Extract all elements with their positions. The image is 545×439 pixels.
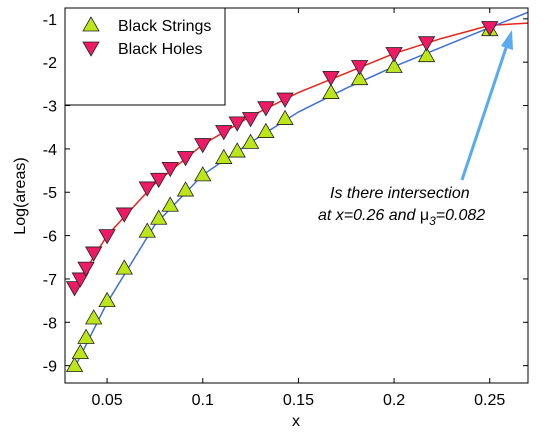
marker bbox=[241, 133, 260, 149]
legend-label: Black Holes bbox=[118, 41, 202, 58]
marker bbox=[276, 92, 294, 108]
y-tick-label: -2 bbox=[43, 55, 57, 72]
y-tick-label: -7 bbox=[43, 272, 57, 289]
marker bbox=[85, 246, 103, 262]
marker bbox=[77, 261, 95, 277]
marker bbox=[276, 109, 294, 125]
y-tick-label: -6 bbox=[43, 229, 57, 246]
marker bbox=[115, 259, 133, 275]
marker bbox=[161, 196, 179, 212]
legend-marker bbox=[82, 41, 100, 57]
marker bbox=[215, 148, 233, 164]
marker bbox=[77, 328, 95, 344]
marker bbox=[176, 181, 195, 197]
marker bbox=[85, 309, 103, 325]
y-tick-label: -1 bbox=[43, 12, 57, 29]
marker bbox=[417, 36, 436, 52]
marker bbox=[350, 69, 369, 86]
annotation-mu: μ bbox=[420, 207, 429, 224]
marker bbox=[215, 125, 233, 141]
marker bbox=[417, 46, 436, 63]
annotation-text: at x=0.26 and bbox=[318, 207, 420, 224]
annotation-sub: 3 bbox=[429, 214, 436, 228]
marker bbox=[138, 181, 156, 197]
marker bbox=[71, 272, 89, 288]
y-tick-label: -8 bbox=[43, 315, 57, 332]
marker bbox=[385, 57, 403, 73]
marker bbox=[228, 116, 246, 132]
fit-curve bbox=[73, 22, 529, 289]
marker bbox=[241, 112, 260, 128]
annotation: at x=0.26 and μ3=0.082 bbox=[318, 207, 485, 228]
marker bbox=[161, 162, 179, 178]
marker bbox=[71, 343, 89, 360]
arrow bbox=[460, 41, 510, 181]
annotation: Is there intersection bbox=[330, 185, 470, 202]
marker bbox=[194, 166, 212, 182]
marker bbox=[65, 356, 84, 373]
x-tick-label: 0.15 bbox=[283, 392, 314, 409]
marker bbox=[98, 229, 116, 245]
x-axis-label: x bbox=[292, 413, 300, 430]
marker bbox=[176, 151, 195, 167]
marker bbox=[350, 60, 369, 76]
marker bbox=[322, 83, 340, 99]
fit-curve bbox=[73, 11, 529, 369]
legend-marker bbox=[82, 16, 100, 32]
legend: Black Strings Black Holes bbox=[64, 7, 226, 106]
marker bbox=[194, 138, 212, 154]
axes-box bbox=[64, 7, 529, 384]
arrow-head bbox=[501, 30, 513, 50]
y-axis-label: Log(areas) bbox=[12, 157, 29, 234]
marker bbox=[481, 21, 499, 37]
marker bbox=[115, 207, 133, 223]
y-tick-label: -5 bbox=[43, 185, 57, 202]
y-tick-label: -3 bbox=[43, 99, 57, 116]
marker bbox=[228, 142, 246, 158]
y-tick-label: -9 bbox=[43, 359, 57, 376]
x-tick-label: 0.2 bbox=[383, 392, 405, 409]
x-tick-label: 0.25 bbox=[474, 392, 505, 409]
x-tick-label: 0.1 bbox=[192, 392, 214, 409]
marker bbox=[150, 209, 168, 225]
annotation-text: =0.082 bbox=[436, 207, 485, 224]
marker bbox=[322, 70, 340, 87]
marker bbox=[98, 291, 116, 308]
marker bbox=[150, 172, 168, 189]
marker bbox=[257, 101, 275, 117]
marker bbox=[65, 281, 84, 297]
y-tick-label: -4 bbox=[43, 142, 57, 159]
marker bbox=[138, 222, 156, 238]
marker bbox=[257, 122, 275, 138]
plot: 0.05 0.1 0.15 0.2 0.25 -9 -8 -7 -6 -5 -4 -3 -2 -1 bbox=[43, 8, 529, 409]
marker bbox=[385, 47, 403, 63]
legend-label: Black Strings bbox=[118, 18, 211, 35]
x-tick-label: 0.05 bbox=[92, 392, 123, 409]
